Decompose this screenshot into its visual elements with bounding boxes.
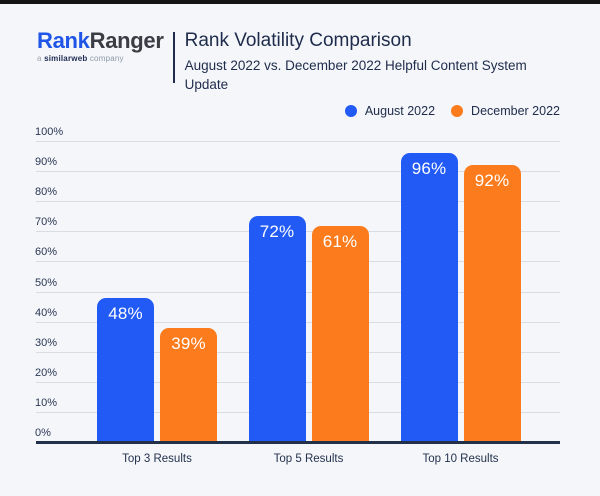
x-axis-category-label: Top 10 Results <box>422 453 499 465</box>
page-subtitle: August 2022 vs. December 2022 Helpful Co… <box>184 58 527 92</box>
logo-wordmark: RankRanger <box>37 29 164 53</box>
y-axis-tick-label: 10% <box>35 397 58 409</box>
top-dark-strip <box>0 0 600 4</box>
bar-value-label: 96% <box>411 159 447 178</box>
logo: RankRanger a similarweb company <box>37 29 164 64</box>
bar-december-2022-top-3-results: 39% <box>160 328 217 442</box>
page-title: Rank Volatility Comparison <box>184 30 412 51</box>
x-axis-category-label: Top 3 Results <box>122 453 192 465</box>
bar-value-label: 72% <box>259 222 295 241</box>
y-axis-tick-label: 80% <box>35 186 58 198</box>
header-divider <box>172 32 175 83</box>
y-axis-tick-label: 30% <box>35 337 58 349</box>
bar-december-2022-top-5-results: 61% <box>311 226 369 442</box>
tagline-prefix: a <box>37 54 45 63</box>
title-block: Rank Volatility Comparison August 2022 v… <box>185 29 545 94</box>
bar-value-label: 61% <box>322 232 358 251</box>
y-axis-tick-label: 70% <box>35 216 58 228</box>
bar-august-2022-top-5-results: 72% <box>248 216 306 442</box>
tagline-brand: similarweb <box>44 54 88 63</box>
y-axis-tick-label: 60% <box>35 246 58 258</box>
legend-item-december-2022: December 2022 <box>451 104 560 118</box>
header: RankRanger a similarweb company Rank Vol… <box>37 29 545 94</box>
logo-part-ranger: Ranger <box>89 28 164 53</box>
legend-label: December 2022 <box>471 104 560 118</box>
gridline-80% <box>36 201 560 202</box>
logo-tagline: a similarweb company <box>37 54 164 63</box>
x-axis-line <box>36 441 560 444</box>
y-axis-tick-label: 50% <box>35 277 58 289</box>
legend-dot-icon <box>451 105 464 117</box>
x-axis-category-label: Top 5 Results <box>273 453 344 465</box>
gridline-90% <box>36 171 560 172</box>
y-axis-tick-label: 20% <box>35 367 58 379</box>
y-axis-tick-label: 90% <box>35 156 58 168</box>
y-axis-tick-label: 0% <box>35 427 51 439</box>
legend-item-august-2022: August 2022 <box>344 104 436 118</box>
bar-august-2022-top-10-results: 96% <box>400 153 458 442</box>
gridline-100% <box>36 141 560 142</box>
tagline-suffix: company <box>87 54 124 63</box>
legend-label: August 2022 <box>364 104 436 118</box>
bar-december-2022-top-10-results: 92% <box>463 165 521 442</box>
bar-value-label: 92% <box>474 171 510 190</box>
chart-legend: August 2022 December 2022 <box>344 104 560 118</box>
bar-value-label: 39% <box>171 334 206 353</box>
y-axis-tick-label: 100% <box>35 126 64 138</box>
bar-august-2022-top-3-results: 48% <box>97 298 154 442</box>
logo-part-rank: Rank <box>37 28 90 53</box>
y-axis-tick-label: 40% <box>35 307 58 319</box>
legend-dot-icon <box>344 105 357 117</box>
bar-value-label: 48% <box>108 304 143 323</box>
